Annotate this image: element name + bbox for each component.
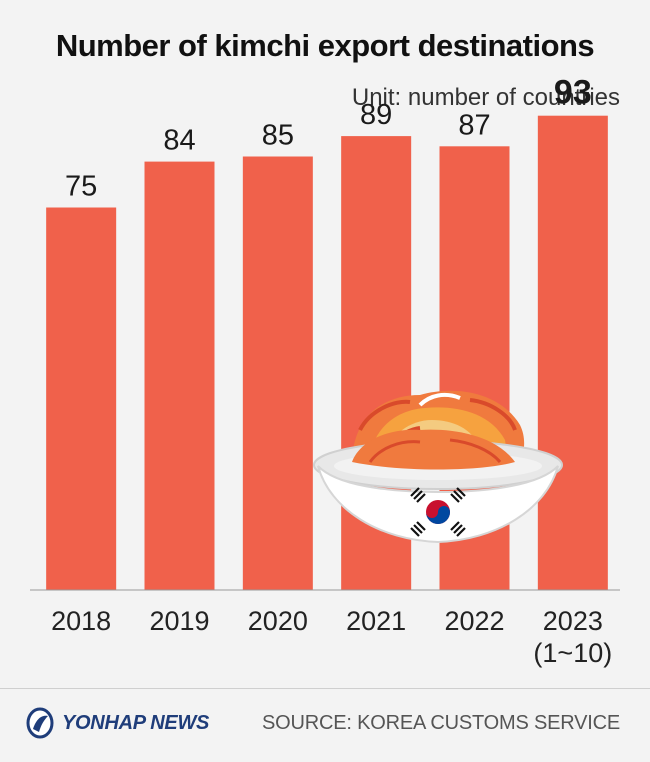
value-label-1: 84: [163, 125, 195, 157]
value-label-0: 75: [65, 171, 97, 203]
bar-2: [242, 156, 313, 590]
bar-0: [46, 207, 117, 590]
category-label-4: 2022: [444, 606, 504, 636]
value-label-2: 85: [262, 120, 294, 152]
chart-title: Number of kimchi export destinations: [55, 28, 595, 63]
yonhap-globe-icon: [26, 707, 54, 739]
bar-5: [537, 115, 608, 590]
bar-chart: 75 2018 84 2019 85 2020 89 2021 87 2022 93 2023(1~1…: [30, 74, 620, 668]
value-label-4: 87: [458, 109, 490, 141]
category-label-1: 2019: [149, 606, 209, 636]
footer-divider: [0, 688, 650, 689]
value-label-3: 89: [360, 99, 392, 131]
unit-label: Unit: number of countries: [351, 84, 620, 111]
value-label-5: 93: [554, 74, 592, 112]
labels-group: 75 2018 84 2019 85 2020 89 2021 87 2022 93 2023(1~1…: [51, 74, 612, 668]
category-label-5-line1: (1~10): [533, 638, 612, 668]
bar-1: [144, 161, 215, 590]
yonhap-logo: YONHAP NEWS: [24, 706, 209, 740]
category-label-2: 2020: [248, 606, 308, 636]
category-label-5: 2023: [543, 606, 603, 636]
korean-flag-icon: [410, 487, 466, 537]
yonhap-logo-text: YONHAP NEWS: [62, 711, 210, 734]
source-label: SOURCE: KOREA CUSTOMS SERVICE: [262, 712, 620, 734]
category-label-3: 2021: [346, 606, 406, 636]
kimchi-bowl-icon: [313, 390, 563, 544]
bars-group: [46, 115, 608, 591]
category-label-0: 2018: [51, 606, 111, 636]
